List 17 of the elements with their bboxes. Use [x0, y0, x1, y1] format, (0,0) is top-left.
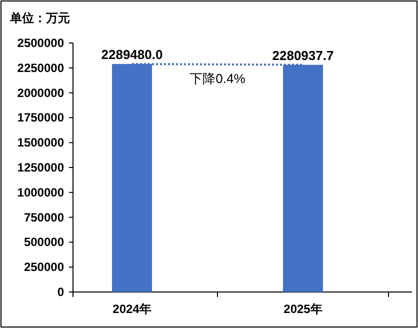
y-tick-label: 1000000: [17, 185, 64, 200]
y-tick-label: 2250000: [17, 60, 64, 75]
data-label: 2289480.0: [101, 46, 163, 62]
y-axis-title: 单位：万元: [9, 11, 70, 25]
y-tick-label: 750000: [24, 210, 64, 224]
y-tick-label: 1500000: [17, 136, 64, 150]
y-tick-label: 0: [57, 285, 64, 299]
y-tick-label: 1750000: [17, 110, 64, 125]
annotation: 下降0.4%: [190, 71, 246, 86]
y-tick-label: 250000: [24, 260, 64, 274]
y-tick-label: 500000: [24, 235, 64, 250]
y-tick-label: 2500000: [17, 36, 64, 50]
y-tick-label: 2000000: [17, 86, 64, 100]
y-tick-label: 1250000: [17, 160, 64, 174]
x-tick-label: 2025年: [284, 302, 322, 316]
x-tick-label: 2024年: [112, 302, 152, 316]
data-label: 2280937.7: [272, 48, 334, 63]
